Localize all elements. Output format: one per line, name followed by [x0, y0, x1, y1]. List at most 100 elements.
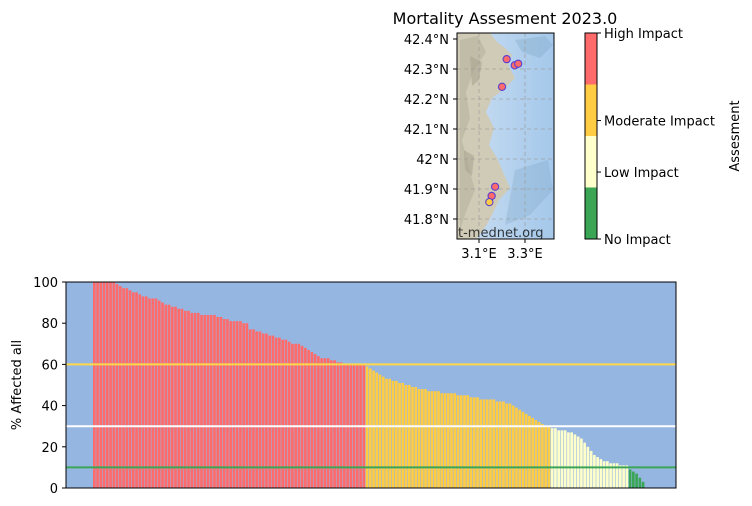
bar-127 — [505, 403, 509, 488]
lat-tick-label: 42.2°N — [404, 93, 449, 108]
bar-39 — [219, 317, 223, 488]
bar-110 — [450, 393, 453, 488]
lon-tick-label: 3.1°E — [461, 247, 496, 262]
bar-155 — [596, 457, 599, 488]
bar-131 — [518, 409, 522, 488]
bar-50 — [255, 331, 259, 488]
bar-16 — [144, 296, 148, 488]
bar-132 — [521, 411, 525, 488]
bar-136 — [534, 420, 538, 488]
bar-106 — [437, 391, 440, 488]
bar-41 — [226, 319, 229, 488]
colorbar-frame — [584, 32, 598, 240]
bar-36 — [209, 314, 213, 488]
bar-157 — [602, 461, 606, 488]
threshold-lines — [66, 363, 676, 469]
bar-113 — [459, 395, 463, 488]
bar-114 — [463, 395, 466, 488]
bar-123 — [492, 399, 496, 488]
bar-28 — [183, 310, 187, 488]
map-site-2 — [514, 59, 523, 68]
bar-166 — [632, 471, 635, 488]
bar-122 — [489, 399, 492, 488]
bar-31 — [193, 312, 197, 488]
y-tick-label: 60 — [41, 358, 58, 373]
bar-18 — [151, 298, 155, 488]
bar-100 — [417, 389, 421, 488]
bar-75 — [336, 362, 340, 488]
bar-6 — [112, 282, 116, 488]
bar-140 — [547, 426, 551, 488]
colorbar-tick-label: High Impact — [604, 27, 683, 42]
bar-84 — [365, 366, 369, 488]
bar-12 — [131, 292, 135, 488]
bar-103 — [427, 391, 431, 488]
y-tick-label: 80 — [41, 317, 58, 332]
bar-25 — [174, 306, 177, 488]
bar-54 — [268, 335, 272, 488]
bar-10 — [125, 288, 129, 488]
map-sites — [485, 54, 523, 207]
bar-116 — [469, 397, 473, 488]
bar-64 — [300, 345, 304, 488]
bar-129 — [511, 405, 515, 488]
bar-98 — [411, 387, 414, 488]
bar-8 — [118, 286, 122, 488]
map-watermark: t-mednet.org — [458, 226, 544, 241]
bar-87 — [375, 372, 379, 488]
bar-149 — [576, 436, 580, 488]
map-panel: t-mednet.org 42.4°N 42.3°N 42.2°N 42.1°N 42°… — [404, 32, 555, 262]
lat-tick-label: 42.4°N — [404, 33, 449, 48]
bar-85 — [369, 368, 372, 488]
bar-115 — [466, 395, 470, 488]
bar-92 — [391, 380, 395, 488]
bar-59 — [284, 339, 288, 488]
bar-119 — [479, 399, 483, 488]
bar-153 — [589, 450, 593, 488]
bar-22 — [164, 304, 168, 488]
bar-69 — [317, 356, 320, 488]
bar-91 — [388, 378, 392, 488]
bar-53 — [265, 333, 268, 488]
colorbar-ticks: High Impact Moderate Impact Low Impact No I… — [597, 27, 715, 248]
bar-60 — [287, 341, 291, 488]
bar-158 — [606, 461, 609, 488]
bar-161 — [615, 463, 619, 488]
bar-29 — [187, 310, 190, 488]
bar-21 — [161, 302, 164, 488]
bar-95 — [401, 382, 405, 488]
bar-146 — [567, 432, 570, 488]
bar-20 — [157, 300, 161, 488]
bar-135 — [531, 417, 535, 488]
bar-118 — [476, 397, 479, 488]
bar-13 — [135, 292, 138, 488]
bar-165 — [628, 469, 632, 488]
bar-76 — [339, 362, 343, 488]
bar-121 — [485, 399, 489, 488]
plot-frame — [65, 281, 677, 489]
bar-32 — [196, 312, 200, 488]
bar-24 — [170, 306, 174, 488]
bar-38 — [216, 317, 220, 488]
bar-97 — [407, 385, 411, 488]
colorbar-segment-2 — [585, 136, 597, 188]
bar-163 — [622, 465, 625, 488]
map-site-0 — [502, 54, 511, 64]
colorbar-tick-label: Low Impact — [604, 166, 679, 181]
bar-86 — [372, 370, 375, 488]
bar-40 — [222, 319, 226, 488]
bar-144 — [560, 430, 564, 488]
y-axis-label: % Affected all — [10, 340, 25, 430]
bar-35 — [206, 314, 210, 488]
bar-48 — [248, 329, 252, 488]
bar-5 — [109, 282, 112, 488]
bar-141 — [550, 428, 554, 488]
bar-73 — [330, 360, 333, 488]
bar-120 — [482, 399, 486, 488]
colorbar-segment-0 — [585, 33, 597, 85]
bar-94 — [398, 382, 401, 488]
bar-37 — [213, 314, 216, 488]
bar-62 — [294, 343, 297, 488]
bar-134 — [528, 415, 531, 488]
